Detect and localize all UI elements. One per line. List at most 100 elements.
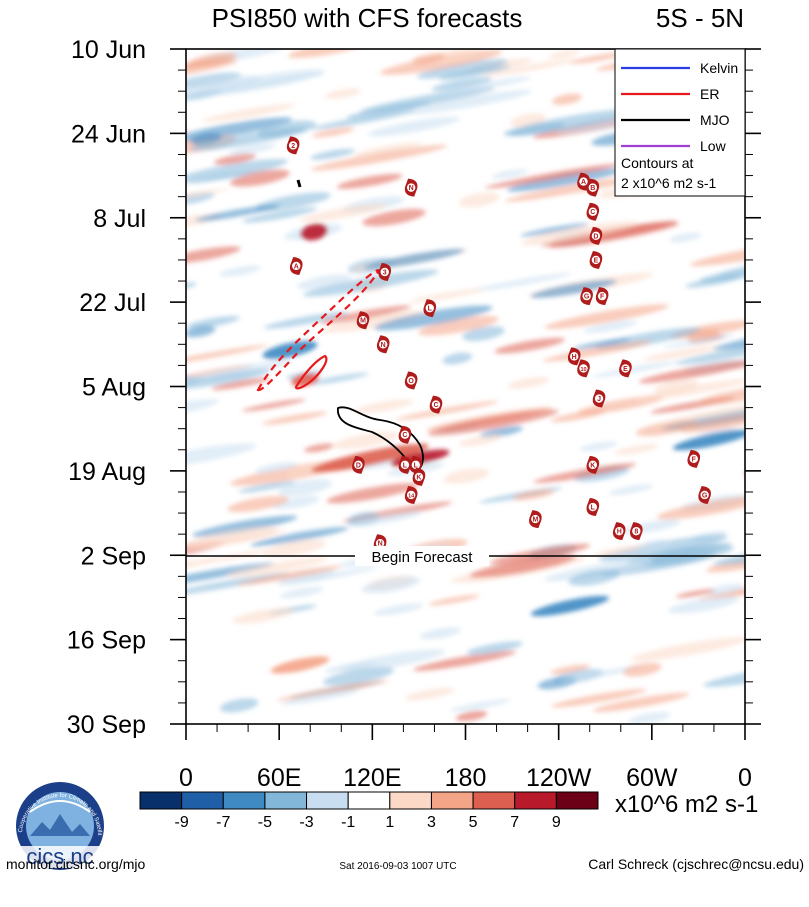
er-contour-solid xyxy=(294,354,328,390)
field-streak xyxy=(227,495,289,513)
field-streak xyxy=(622,662,662,677)
field-streak xyxy=(520,223,589,237)
storm-label: D xyxy=(356,462,361,469)
field-streak xyxy=(521,221,639,246)
x-tick-label: 60W xyxy=(626,764,678,792)
storm-eye xyxy=(689,454,698,464)
field-streak xyxy=(186,75,262,102)
field-streak xyxy=(186,192,215,205)
storm-eye xyxy=(531,514,540,524)
field-streak xyxy=(186,246,241,264)
field-streak xyxy=(706,583,744,596)
colorbar-label: 3 xyxy=(427,814,436,831)
legend-label: Low xyxy=(700,138,727,154)
field-streak xyxy=(213,153,257,166)
field-streak xyxy=(579,441,617,452)
storm-eye xyxy=(700,490,709,500)
storm-eye xyxy=(591,231,601,241)
field-streak xyxy=(361,576,421,594)
storm-marker: C xyxy=(429,395,443,414)
field-streak xyxy=(416,59,508,79)
storm-label: M xyxy=(532,517,538,524)
field-streak xyxy=(358,458,398,470)
storm-label: N xyxy=(381,342,386,349)
y-tick-label: 19 Aug xyxy=(68,458,146,486)
field-streak xyxy=(675,589,716,598)
field-streak xyxy=(278,479,333,497)
storm-eye xyxy=(569,352,579,361)
storm-eye xyxy=(582,291,591,301)
field-streak xyxy=(614,444,659,455)
storm-marker: 8 xyxy=(629,522,643,541)
field-streak xyxy=(238,481,296,493)
field-streak xyxy=(304,443,335,453)
field-streak xyxy=(354,399,414,414)
y-tick-label: 5 Aug xyxy=(82,374,146,402)
colorbar-label: -3 xyxy=(299,814,313,831)
storm-marker: O xyxy=(404,371,418,390)
storm-marker: E xyxy=(619,359,632,378)
storm-label: A xyxy=(581,179,586,186)
storm-label: 2 xyxy=(291,143,295,150)
field-streak xyxy=(186,60,238,86)
storm-label: L xyxy=(403,462,408,469)
storm-eye xyxy=(379,340,388,349)
field-streak xyxy=(279,586,324,599)
field-streak xyxy=(494,337,565,354)
storm-eye xyxy=(292,261,301,271)
mjo-contour xyxy=(337,406,424,471)
field-streak xyxy=(593,544,648,557)
er-contour-dashed xyxy=(256,269,380,392)
logo-text: cics.nc xyxy=(26,844,93,869)
field-streak xyxy=(186,443,257,469)
colorbar-label: -5 xyxy=(258,814,272,831)
field-streak xyxy=(592,361,678,378)
field-streak xyxy=(572,338,631,350)
y-axis: 10 Jun 24 Jun 8 Jul 22 Jul 5 Aug 19 Aug 2 Sep 1… xyxy=(67,36,761,739)
storm-label: 10 xyxy=(580,367,586,373)
field-core xyxy=(300,223,328,241)
storm-marker: N xyxy=(376,335,390,354)
storm-eye xyxy=(588,460,598,470)
field-streak xyxy=(751,44,793,62)
storm-marker: N xyxy=(404,178,418,197)
field-streak xyxy=(186,558,218,575)
field-streak xyxy=(219,698,259,713)
field-streak xyxy=(669,232,702,243)
field-streak xyxy=(374,603,424,616)
field-streak xyxy=(530,279,617,298)
field-streak xyxy=(324,88,361,99)
field-streak xyxy=(466,641,523,655)
field-streak xyxy=(600,552,717,576)
colorbar-label: 5 xyxy=(469,814,478,831)
field-streak xyxy=(261,411,328,425)
colorbar: -9 -7 -5 -3 -1 1 3 5 7 9 xyxy=(139,791,599,831)
storm-label: H xyxy=(572,354,577,361)
field-streak xyxy=(443,468,490,484)
field-streak xyxy=(346,511,423,527)
field-streak xyxy=(242,207,318,223)
storm-label: L xyxy=(591,505,596,512)
legend-label: MJO xyxy=(700,112,730,128)
y-tick-label: 30 Sep xyxy=(67,711,146,739)
field-streak xyxy=(458,192,500,208)
storm-eye xyxy=(400,430,410,439)
storm-eye xyxy=(406,183,416,192)
field-streak xyxy=(699,260,745,282)
field-core xyxy=(270,656,330,674)
storm-marker: 2 xyxy=(286,136,300,155)
legend-note-2: 2 x10^6 m2 s-1 xyxy=(621,175,716,191)
y-tick-label: 22 Jul xyxy=(79,289,146,317)
field-streak xyxy=(654,379,699,395)
field-streak xyxy=(229,169,290,187)
storm-label: 8 xyxy=(634,529,638,536)
storm-marker: L xyxy=(586,498,600,517)
colorbar-box xyxy=(430,791,474,810)
storm-label: J xyxy=(597,396,601,403)
storm-eye xyxy=(588,183,598,192)
field-streak xyxy=(569,52,626,64)
field-streak xyxy=(346,101,432,119)
footer-url[interactable]: monitor.cicsnc.org/mjo xyxy=(6,856,145,872)
field-streak xyxy=(114,250,180,273)
field-streak xyxy=(491,169,528,179)
